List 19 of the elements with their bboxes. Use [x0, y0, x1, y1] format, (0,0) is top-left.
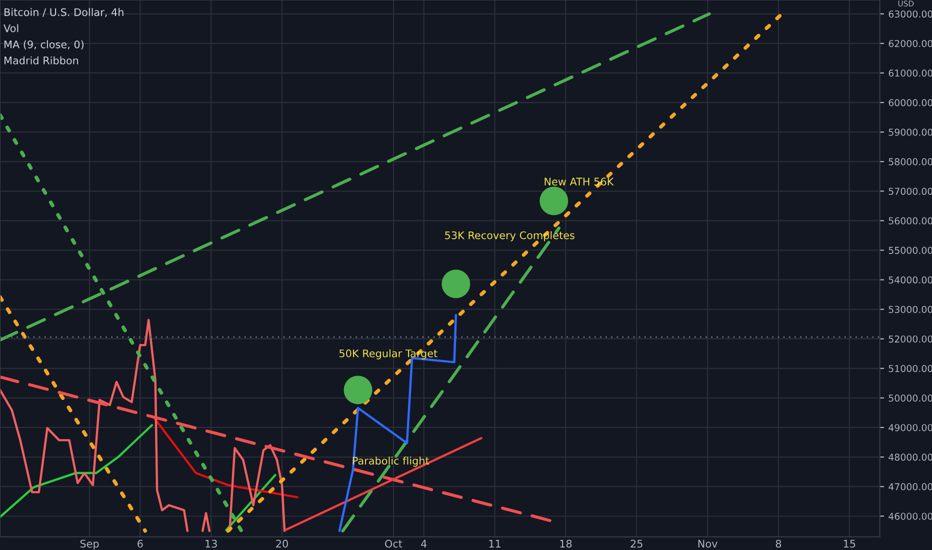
annotation: Vol [4, 24, 18, 32]
x-tick-label: 18 [560, 540, 572, 548]
x-tick-label: Sep [80, 540, 99, 550]
x-tick-label: 6 [138, 540, 143, 548]
x-tick-label: 15 [844, 540, 856, 548]
x-tick-label: Nov [698, 540, 718, 548]
x-tick-label: Oct [385, 540, 402, 548]
annotation: Madrid Ribbon [4, 56, 78, 64]
x-tick-label: 13 [206, 540, 217, 548]
annotation: 53K Recovery Completes [445, 231, 574, 242]
x-tick-label: 8 [776, 540, 782, 548]
x-tick-label: 4 [421, 540, 427, 548]
annotation: New ATH 56K [544, 178, 614, 186]
annotation: MA (9, close, 0) [4, 40, 84, 50]
x-tick-label: 20 [276, 540, 288, 548]
annotation: 50K Regular Target [340, 349, 438, 360]
x-tick-label: 25 [630, 540, 642, 548]
x-tick-label: 11 [489, 540, 500, 548]
text: Bitcoin / U.S. Dollar, 4h [4, 8, 124, 18]
